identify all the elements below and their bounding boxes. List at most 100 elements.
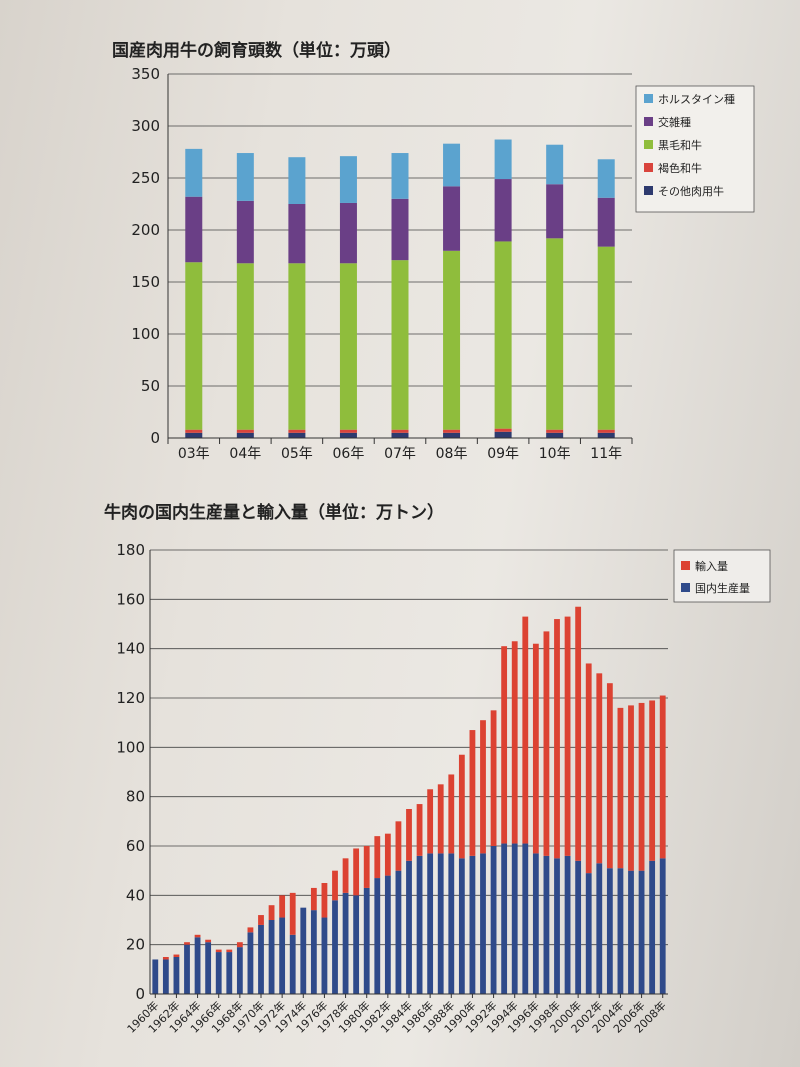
- c2-legend-swatch: [681, 583, 690, 592]
- c1-bar-segment: [597, 432, 615, 438]
- c2-bar-segment: [374, 836, 381, 879]
- c2-legend-box: [673, 549, 771, 603]
- c1-bar-segment: [546, 432, 564, 438]
- c2-bar-segment: [543, 855, 550, 994]
- c1-y-tick-label: 300: [131, 117, 160, 135]
- c2-bar-segment: [215, 952, 222, 994]
- c2-bar-segment: [596, 673, 603, 864]
- c2-bar-segment: [437, 853, 444, 994]
- c2-y-tick-label: 40: [126, 886, 145, 904]
- c2-bar-segment: [659, 695, 666, 859]
- c1-bar-segment: [185, 429, 203, 433]
- c2-bar-segment: [458, 754, 465, 859]
- c1-bar-segment: [288, 429, 306, 433]
- c2-bar-segment: [279, 917, 286, 994]
- c1-bar-segment: [339, 202, 357, 264]
- c2-bar-segment: [205, 939, 212, 943]
- c1-legend-label: 黒毛和牛: [658, 138, 702, 152]
- c1-bar-segment: [494, 179, 512, 242]
- c2-bar-segment: [310, 910, 317, 994]
- c2-bar-segment: [258, 924, 264, 994]
- c1-bar-segment: [339, 432, 357, 438]
- c2-bar-segment: [226, 949, 233, 953]
- c2-bar-segment: [522, 616, 529, 844]
- c1-bar-segment: [288, 204, 306, 264]
- c1-bar-segment: [391, 260, 409, 430]
- chart1-title: 国産肉用牛の飼育頭数（単位：万頭）: [112, 41, 401, 61]
- c2-y-tick-label: 140: [116, 640, 145, 658]
- c1-bar-segment: [339, 263, 357, 430]
- c2-bar-segment: [416, 855, 423, 994]
- c2-bar-segment: [342, 858, 349, 893]
- c2-bar-segment: [363, 846, 370, 888]
- c2-bar-segment: [236, 947, 243, 994]
- c2-bar-segment: [501, 646, 508, 844]
- c2-bar-segment: [480, 720, 486, 854]
- c2-bar-segment: [215, 949, 222, 953]
- c2-bar-segment: [184, 942, 190, 945]
- c2-bar-segment: [532, 853, 539, 994]
- c1-bar-segment: [443, 429, 461, 433]
- c2-bar-segment: [406, 860, 412, 994]
- c1-y-tick-label: 250: [131, 169, 160, 187]
- c2-bar-segment: [300, 907, 307, 994]
- c2-bar-segment: [649, 700, 656, 861]
- c2-legend-swatch: [681, 561, 690, 570]
- c2-bar-segment: [310, 887, 317, 911]
- c2-bar-segment: [406, 809, 412, 861]
- c2-bar-segment: [258, 915, 264, 925]
- c2-bar-segment: [585, 663, 592, 874]
- c2-bar-segment: [226, 952, 233, 994]
- c2-bar-segment: [236, 942, 243, 948]
- c2-bar-segment: [596, 863, 603, 994]
- c2-y-tick-label: 180: [116, 541, 145, 559]
- c2-bar-segment: [490, 710, 497, 846]
- c2-bar-segment: [458, 858, 465, 994]
- c1-bar-segment: [443, 250, 461, 430]
- c1-bar-segment: [236, 432, 254, 438]
- c2-bar-segment: [279, 895, 286, 918]
- c2-bar-segment: [564, 616, 571, 856]
- c2-bar-segment: [469, 855, 476, 994]
- chart2-title: 牛肉の国内生産量と輸入量（単位：万トン）: [104, 503, 444, 523]
- c1-bar-segment: [339, 429, 357, 433]
- c1-bar-segment: [288, 432, 306, 438]
- c2-bar-segment: [501, 843, 508, 994]
- c2-bar-segment: [353, 848, 360, 896]
- c2-bar-segment: [490, 846, 497, 994]
- c2-bar-segment: [395, 870, 402, 994]
- c1-bar-segment: [288, 157, 306, 204]
- c2-bar-segment: [564, 855, 571, 994]
- c2-bar-segment: [321, 917, 328, 994]
- c1-bar-segment: [236, 263, 254, 430]
- c1-bar-segment: [494, 139, 512, 180]
- c2-bar-segment: [606, 868, 613, 994]
- c2-bar-segment: [554, 858, 560, 994]
- c1-bar-segment: [443, 432, 461, 438]
- c2-bar-segment: [194, 937, 201, 994]
- c2-bar-segment: [448, 774, 455, 854]
- c2-bar-segment: [332, 870, 338, 901]
- c2-bar-segment: [152, 959, 159, 994]
- c1-legend-label: その他肉用牛: [658, 184, 724, 198]
- c1-bar-segment: [236, 200, 254, 264]
- c2-legend-label: 国内生産量: [695, 581, 750, 595]
- c2-bar-segment: [268, 920, 275, 994]
- c1-bar-segment: [546, 238, 564, 430]
- c1-x-tick-label: 09年: [487, 446, 519, 462]
- c2-bar-segment: [659, 858, 666, 994]
- c1-bar-segment: [597, 429, 615, 433]
- c2-bar-segment: [617, 868, 624, 994]
- c1-bar-segment: [546, 184, 564, 239]
- c2-bar-segment: [184, 944, 190, 994]
- c2-bar-segment: [575, 606, 582, 861]
- c1-bar-segment: [391, 198, 409, 261]
- c1-bar-segment: [391, 429, 409, 433]
- c2-y-tick-label: 120: [116, 689, 145, 707]
- c1-legend-label: 交雑種: [658, 115, 691, 129]
- c1-x-tick-label: 04年: [229, 446, 261, 462]
- c2-bar-segment: [321, 883, 328, 918]
- c2-bar-segment: [617, 707, 624, 869]
- c1-bar-segment: [185, 432, 203, 438]
- c2-bar-segment: [511, 641, 518, 844]
